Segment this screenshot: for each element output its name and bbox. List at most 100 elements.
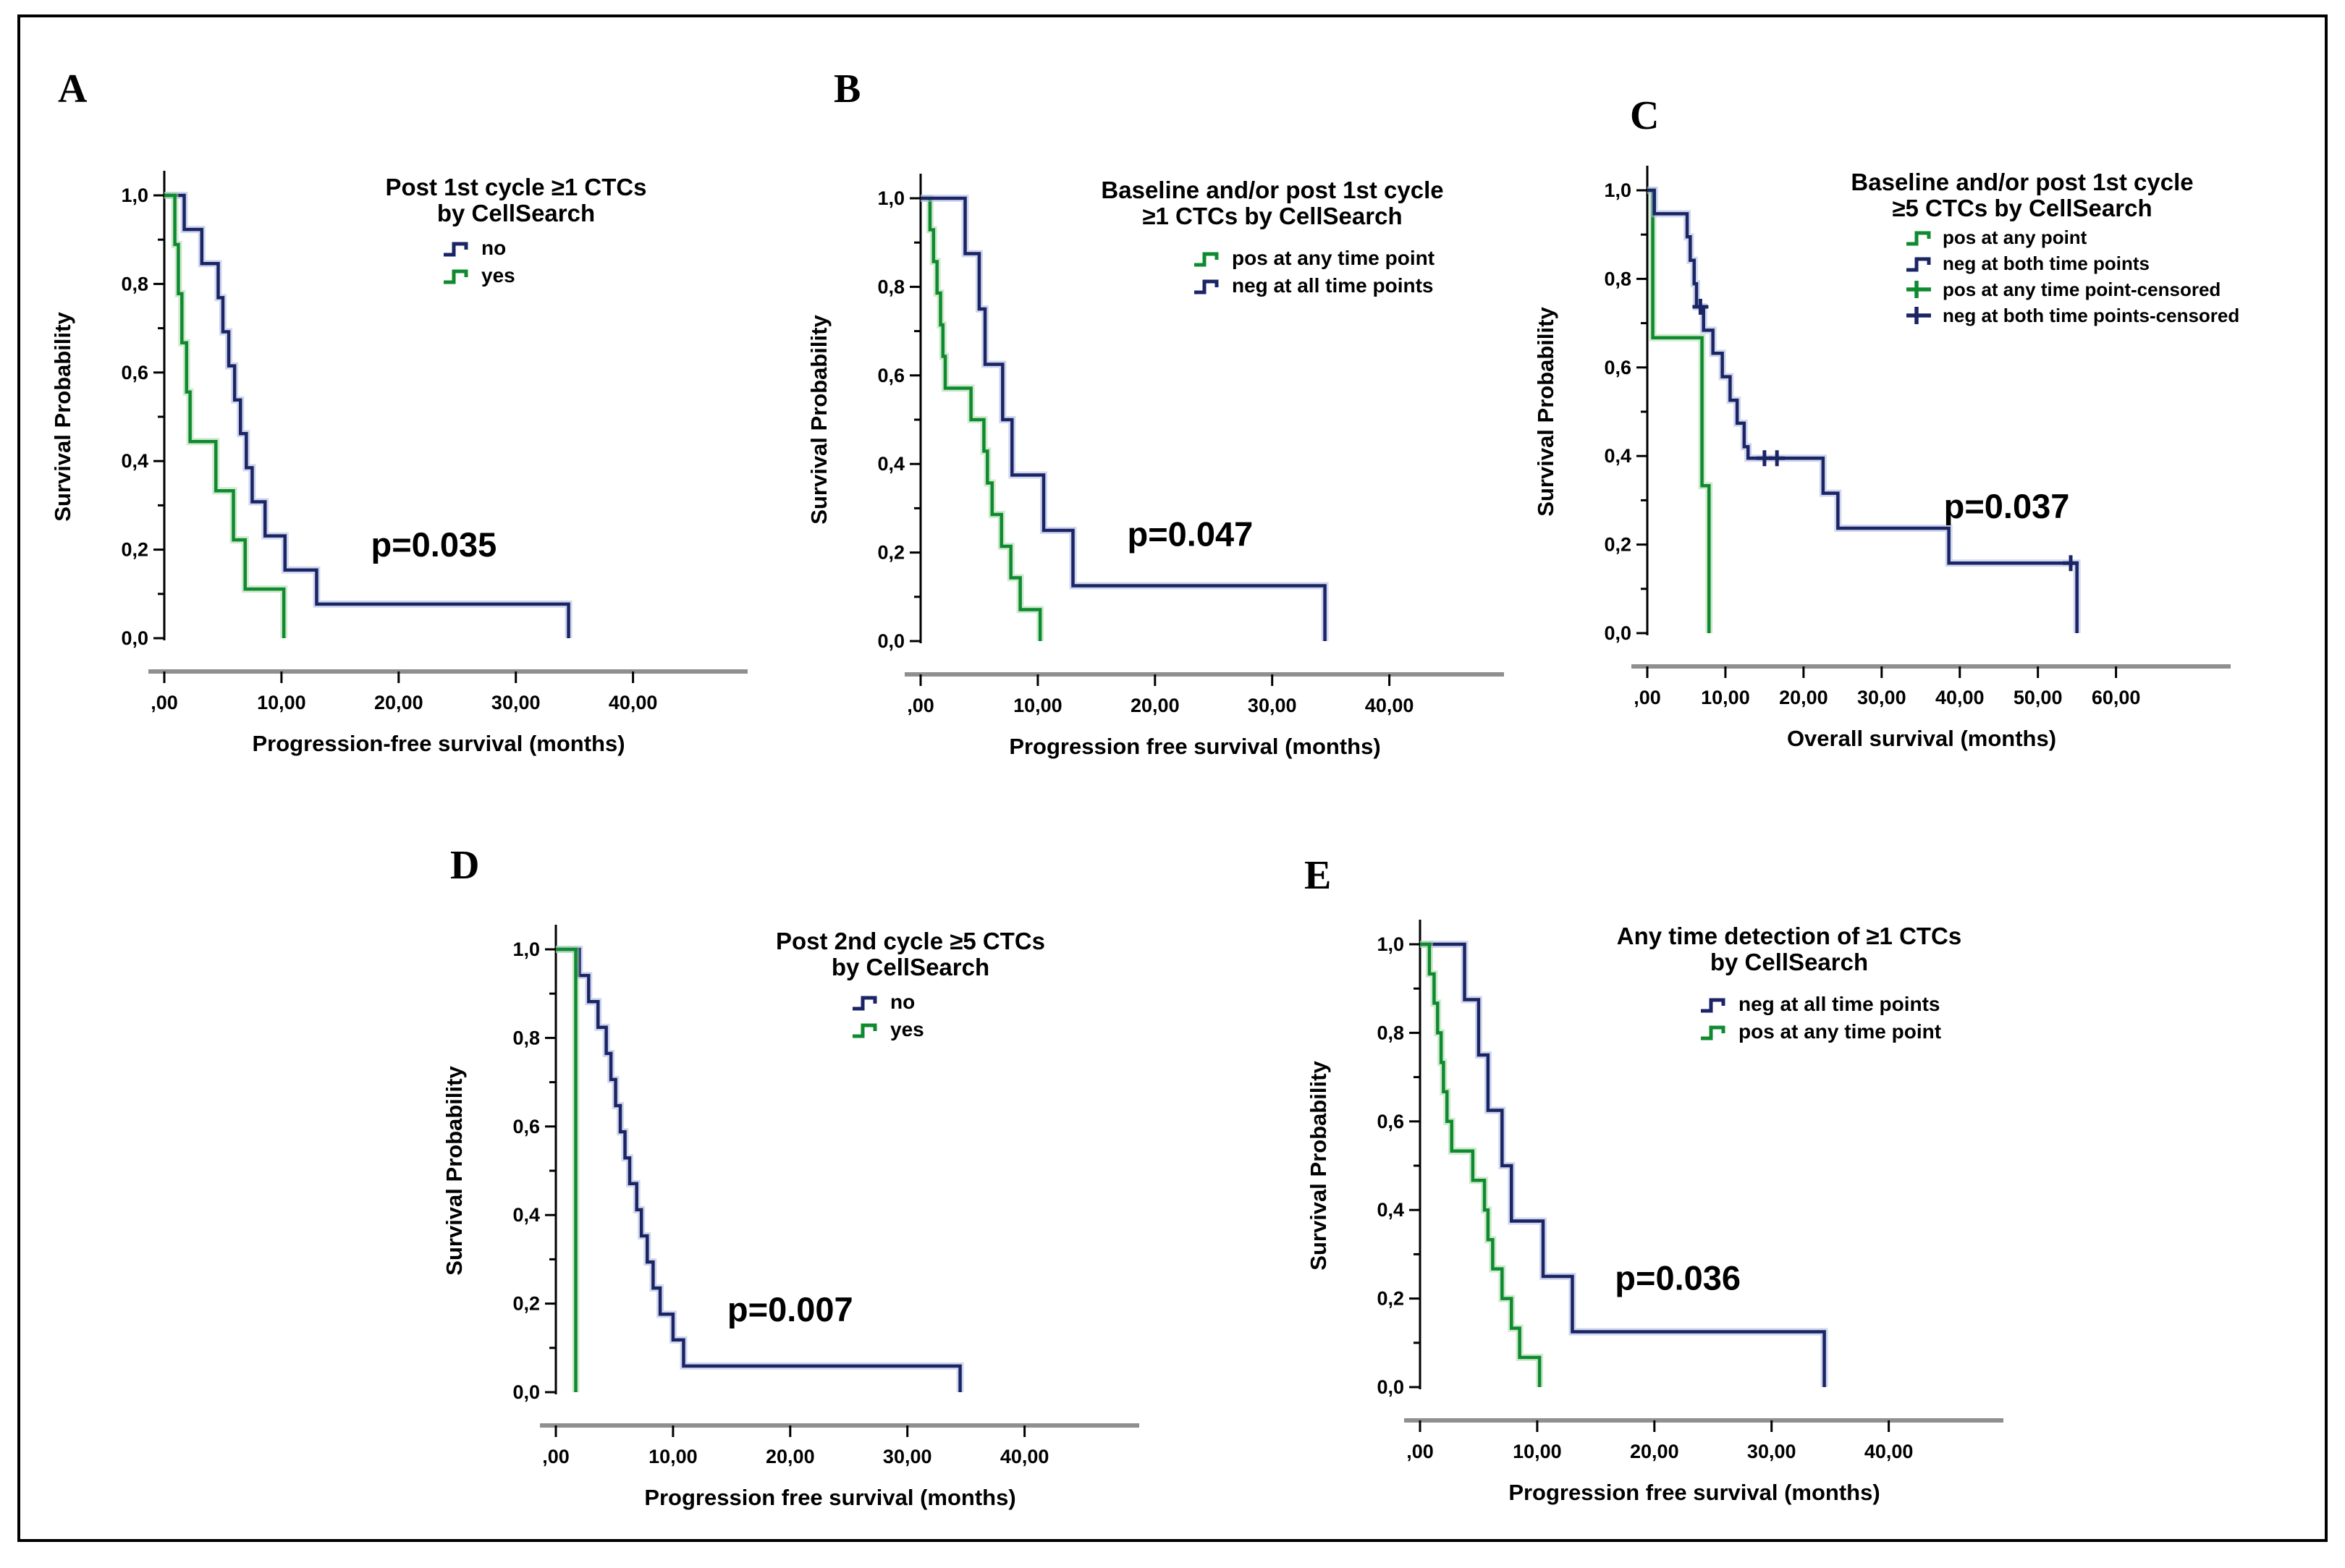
green-step-legend-icon xyxy=(444,269,468,284)
legend-label: neg at all time points xyxy=(1738,993,1940,1015)
x-tick-label: 10,00 xyxy=(648,1446,698,1467)
y-tick-label: 0,2 xyxy=(512,1293,540,1315)
km-chart-panel-b: 0,0 0,2 0,4 0,6 0,8 1,0 ,00 10,00 20,00 30,00 40,0… xyxy=(789,90,1520,813)
legend-label: pos at any time point xyxy=(1232,247,1435,269)
x-tick-label: 40,00 xyxy=(609,692,658,713)
km-chart: 0,0 0,2 0,4 0,6 0,8 1,0 ,00 10,00 20,00 30,00 40,0… xyxy=(1533,166,2239,751)
x-tick-label: 40,00 xyxy=(1000,1446,1049,1467)
km-chart-panel-a: 0,0 0,2 0,4 0,6 0,8 1,0 ,00 10,00 20,00 30,00 40,0… xyxy=(33,87,764,810)
series-green xyxy=(921,196,1042,641)
x-axis-title: Progression-free survival (months) xyxy=(252,731,625,756)
series-green xyxy=(164,193,286,638)
x-tick-label: 40,00 xyxy=(1864,1441,1914,1462)
y-tick-label: 0,4 xyxy=(877,453,905,475)
x-tick-label: 40,00 xyxy=(1935,687,1985,708)
series-green xyxy=(556,947,578,1392)
y-tick-label: 0,0 xyxy=(512,1381,540,1403)
y-tick-label: 0,6 xyxy=(121,362,148,383)
y-tick-label: 0,2 xyxy=(1604,534,1631,556)
navy-step-legend-icon xyxy=(1906,257,1931,272)
km-chart: 0,0 0,2 0,4 0,6 0,8 1,0 ,00 10,00 20,00 30,00 40,0… xyxy=(50,171,748,756)
x-tick-label: 50,00 xyxy=(2014,687,2063,708)
legend-title-line: Post 1st cycle ≥1 CTCs xyxy=(385,174,646,200)
legend-title-line: by CellSearch xyxy=(437,200,595,226)
navy-step-legend-icon xyxy=(1701,998,1725,1013)
legend-title-line: Baseline and/or post 1st cycle xyxy=(1851,169,2193,195)
x-tick-label: ,00 xyxy=(151,692,178,713)
legend-label: pos at any point xyxy=(1943,226,2087,248)
x-tick-label: 10,00 xyxy=(257,692,306,713)
x-axis-title: Progression free survival (months) xyxy=(1508,1480,1880,1505)
y-tick-label: 0,0 xyxy=(1377,1376,1404,1398)
y-tick-label: 0,4 xyxy=(121,450,148,472)
x-tick-label: 10,00 xyxy=(1513,1441,1562,1462)
y-axis-title: Survival Probability xyxy=(1306,1061,1331,1271)
p-value-label: p=0.007 xyxy=(727,1290,853,1328)
x-tick-label: ,00 xyxy=(542,1446,570,1467)
y-axis-title: Survival Probability xyxy=(1533,307,1558,517)
legend-title-line: by CellSearch xyxy=(1710,949,1868,975)
legend-label: no xyxy=(890,991,915,1013)
y-tick-label: 0,2 xyxy=(877,542,905,564)
y-tick-label: 0,8 xyxy=(877,276,905,297)
y-tick-label: 0,0 xyxy=(877,630,905,652)
x-tick-label: 40,00 xyxy=(1365,695,1414,716)
legend-title-line: Post 2nd cycle ≥5 CTCs xyxy=(776,928,1045,954)
series-navy xyxy=(556,947,962,1392)
p-value-label: p=0.035 xyxy=(371,525,497,564)
legend-label: no xyxy=(481,237,506,259)
legend-label: pos at any time point-censored xyxy=(1943,279,2221,300)
navy-step-legend-icon xyxy=(444,242,468,257)
y-tick-label: 0,6 xyxy=(512,1116,540,1137)
y-tick-label: 0,2 xyxy=(1377,1288,1404,1310)
green-step-legend-icon xyxy=(1906,231,1931,246)
series-halo xyxy=(164,192,288,638)
y-tick-label: 0,8 xyxy=(1377,1022,1404,1043)
x-tick-label: ,00 xyxy=(1406,1441,1434,1462)
y-tick-label: 0,0 xyxy=(1604,622,1631,644)
legend-title-line: ≥5 CTCs by CellSearch xyxy=(1892,195,2152,221)
x-tick-label: 30,00 xyxy=(1857,687,1906,708)
figure-frame xyxy=(17,14,2328,1542)
y-tick-label: 0,2 xyxy=(121,539,148,561)
series-halo xyxy=(164,192,572,638)
km-chart: 0,0 0,2 0,4 0,6 0,8 1,0 ,00 10,00 20,00 30,00 40,0… xyxy=(1306,920,2003,1505)
series-halo xyxy=(556,946,580,1392)
x-tick-label: 20,00 xyxy=(1779,687,1828,708)
y-tick-label: 0,4 xyxy=(1377,1199,1404,1221)
legend-label: pos at any time point xyxy=(1738,1020,1941,1043)
x-tick-label: 60,00 xyxy=(2092,687,2141,708)
legend-title-line: Baseline and/or post 1st cycle xyxy=(1101,177,1443,203)
x-tick-label: 30,00 xyxy=(491,692,541,713)
km-chart: 0,0 0,2 0,4 0,6 0,8 1,0 ,00 10,00 20,00 30,00 40,0… xyxy=(441,925,1139,1510)
y-tick-label: 0,6 xyxy=(877,365,905,386)
y-tick-label: 0,8 xyxy=(512,1027,540,1048)
series-navy xyxy=(1647,188,2079,633)
green-step-legend-icon xyxy=(1194,252,1219,267)
km-chart-panel-e: 0,0 0,2 0,4 0,6 0,8 1,0 ,00 10,00 20,00 30,00 40,0… xyxy=(1288,836,2019,1559)
panel-letter-b: B xyxy=(834,67,861,111)
y-tick-label: 0,4 xyxy=(1604,445,1631,467)
green-step-legend-icon xyxy=(1701,1025,1725,1041)
legend-label: yes xyxy=(890,1018,924,1041)
y-tick-label: 0,0 xyxy=(121,627,148,649)
series-navy xyxy=(921,196,1327,641)
series-green xyxy=(1420,942,1542,1387)
y-tick-label: 1,0 xyxy=(121,185,148,206)
y-tick-label: 0,6 xyxy=(1377,1111,1404,1132)
x-tick-label: ,00 xyxy=(1634,687,1661,708)
x-tick-label: 10,00 xyxy=(1701,687,1750,708)
y-axis-title: Survival Probability xyxy=(441,1066,467,1276)
x-tick-label: 30,00 xyxy=(883,1446,932,1467)
y-tick-label: 1,0 xyxy=(512,938,540,960)
y-tick-label: 1,0 xyxy=(1604,179,1631,201)
panel-letter-e: E xyxy=(1304,853,1332,898)
x-tick-label: 20,00 xyxy=(374,692,423,713)
x-tick-label: ,00 xyxy=(907,695,934,716)
navy-step-legend-icon xyxy=(853,996,877,1011)
x-tick-label: 20,00 xyxy=(1131,695,1180,716)
series-halo xyxy=(1647,187,1713,633)
p-value-label: p=0.047 xyxy=(1127,514,1253,553)
y-tick-label: 0,4 xyxy=(512,1204,540,1226)
x-tick-label: 20,00 xyxy=(766,1446,815,1467)
